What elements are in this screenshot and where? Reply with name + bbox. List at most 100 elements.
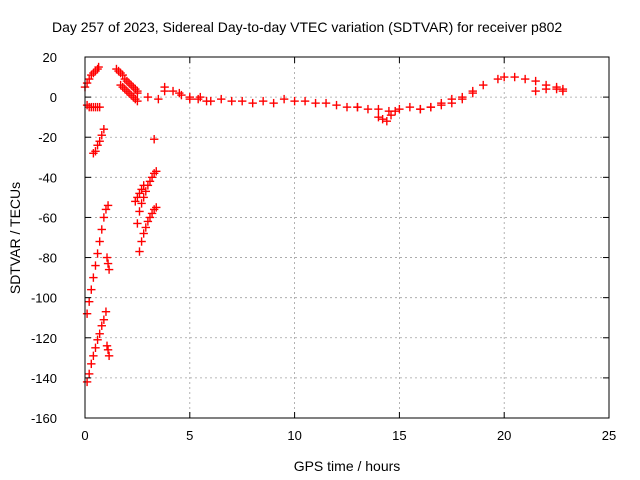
series-arc-deep-2 xyxy=(82,307,111,387)
data-point xyxy=(143,92,153,102)
data-point xyxy=(237,96,247,106)
series-arc-mid-isolated xyxy=(149,135,159,144)
data-point xyxy=(437,98,446,108)
y-tick-label: -20 xyxy=(38,130,57,145)
data-point xyxy=(290,96,299,106)
data-point xyxy=(468,86,477,96)
series-arc-descend-2 xyxy=(116,80,142,106)
data-point xyxy=(363,104,373,114)
data-point xyxy=(552,84,561,94)
data-point xyxy=(97,225,106,234)
y-tick-label: 0 xyxy=(50,90,57,105)
data-point xyxy=(139,181,148,190)
data-point xyxy=(479,80,488,90)
data-point xyxy=(269,98,278,108)
data-point xyxy=(141,223,150,232)
data-point xyxy=(279,94,289,104)
y-tick-label: -40 xyxy=(38,170,57,185)
data-point xyxy=(104,265,114,274)
y-tick-label: -80 xyxy=(38,251,57,266)
data-point xyxy=(321,98,331,108)
data-point xyxy=(84,297,94,306)
plot-frame xyxy=(84,56,610,419)
data-point xyxy=(168,86,178,96)
data-point xyxy=(104,351,114,361)
x-tick-label: 5 xyxy=(186,428,193,443)
data-point xyxy=(152,167,161,176)
data-point xyxy=(97,321,106,330)
data-point xyxy=(185,94,195,104)
data-points xyxy=(80,62,568,387)
y-tick-label: 20 xyxy=(43,50,57,65)
data-point xyxy=(458,94,467,104)
series-arc-early-flat xyxy=(82,100,104,112)
series-arc-evening-2 xyxy=(531,84,568,96)
y-axis-label: SDTVAR / TECUs xyxy=(7,182,23,294)
data-point xyxy=(227,96,236,106)
data-point xyxy=(500,72,509,82)
data-point xyxy=(382,116,392,126)
data-point xyxy=(133,88,142,98)
data-point xyxy=(91,343,100,353)
data-point xyxy=(558,86,568,96)
data-point xyxy=(152,203,161,212)
data-point xyxy=(97,131,106,140)
x-tick-label: 10 xyxy=(287,428,301,443)
series-arc-late-1 xyxy=(416,88,477,114)
data-point xyxy=(175,88,184,98)
data-point xyxy=(87,359,96,369)
data-point xyxy=(103,259,113,268)
y-tick-labels: 20 0 -20 -40 -60 -80 -100 -120 -140 -160 xyxy=(31,50,57,426)
data-point xyxy=(91,147,100,156)
data-point xyxy=(133,219,142,228)
x-tick-label: 15 xyxy=(392,428,406,443)
data-point xyxy=(149,135,159,144)
series-arc-mid-2 xyxy=(135,203,161,256)
x-tick-label: 25 xyxy=(602,428,616,443)
data-point xyxy=(374,104,383,114)
y-tick-label: -160 xyxy=(31,411,57,426)
data-point xyxy=(531,76,540,86)
y-tick-label: -100 xyxy=(31,291,57,306)
data-point xyxy=(154,94,163,104)
data-point xyxy=(103,345,113,355)
data-point xyxy=(332,100,341,110)
data-point xyxy=(520,74,530,84)
data-point xyxy=(405,102,415,112)
data-point xyxy=(493,74,503,84)
data-point xyxy=(531,86,540,96)
series-arc-deep-1 xyxy=(82,201,113,318)
series-arc-midday-3 xyxy=(185,94,362,112)
data-point xyxy=(426,102,436,112)
data-point xyxy=(91,261,100,270)
series-arc-midday-2 xyxy=(160,86,331,108)
x-tick-label: 20 xyxy=(497,428,511,443)
y-tick-label: -120 xyxy=(31,331,57,346)
grid-lines xyxy=(85,57,609,418)
data-point xyxy=(101,307,111,316)
series-arc-mid-3 xyxy=(131,181,148,206)
data-point xyxy=(95,329,104,338)
chart-title: Day 257 of 2023, Sidereal Day-to-day VTE… xyxy=(52,19,562,35)
y-tick-label: -140 xyxy=(31,371,57,386)
x-axis-label: GPS time / hours xyxy=(294,458,401,474)
series-arc-deep-1-tail xyxy=(102,253,114,274)
data-point xyxy=(311,98,320,108)
data-point xyxy=(196,92,205,102)
data-point xyxy=(416,104,425,114)
data-point xyxy=(139,229,148,238)
data-point xyxy=(217,94,226,104)
series-arc-afternoon xyxy=(342,100,446,116)
data-point xyxy=(84,369,94,379)
axis-ticks xyxy=(84,56,610,419)
data-point xyxy=(258,96,268,106)
data-point xyxy=(102,253,112,262)
data-point xyxy=(160,86,169,96)
data-point xyxy=(137,237,146,246)
series-arc-short-1 xyxy=(89,124,109,158)
series-arc-deep-2-tail xyxy=(102,341,114,361)
data-point xyxy=(102,341,112,350)
data-point xyxy=(89,273,98,282)
data-point xyxy=(95,102,104,112)
series-arc-mid-1 xyxy=(133,167,161,228)
